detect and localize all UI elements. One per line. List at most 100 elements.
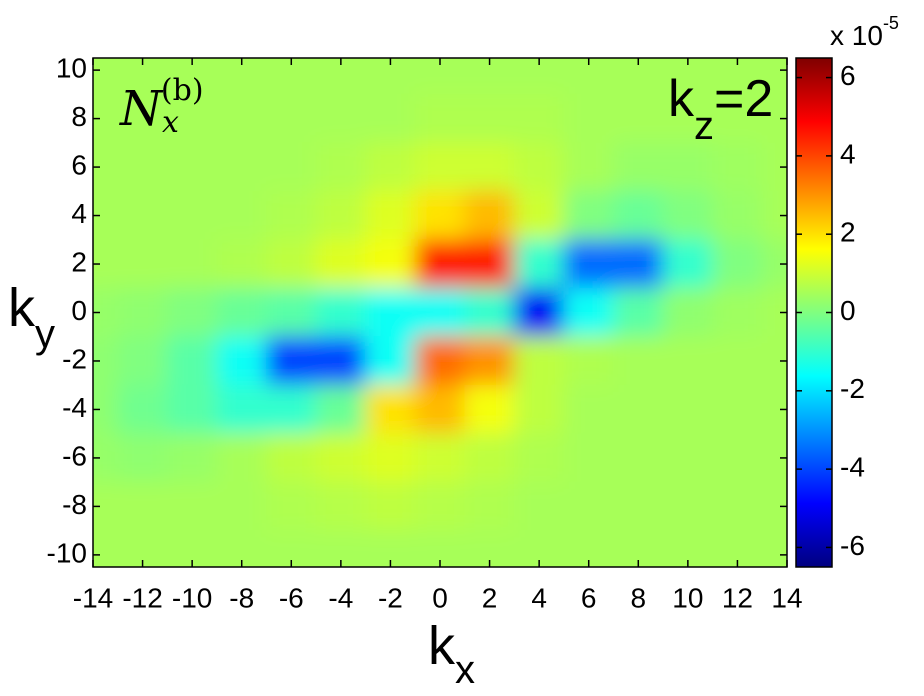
heatmap-cell — [662, 336, 714, 386]
heatmap-cell — [464, 384, 515, 435]
heatmap-cell — [365, 93, 416, 144]
heatmap-cell — [414, 433, 466, 483]
y-label-base: k — [8, 278, 36, 338]
heatmap-cell — [414, 287, 466, 338]
heatmap-cell — [216, 384, 267, 435]
heatmap-cell — [266, 481, 317, 532]
colorbar-tick-label: -6 — [840, 530, 865, 561]
heatmap-cell — [761, 530, 787, 567]
heatmap-cell — [93, 58, 119, 95]
heatmap-cell — [613, 190, 664, 241]
heatmap-cell — [117, 93, 168, 144]
heatmap-cell — [712, 384, 763, 435]
x-tick-label: 10 — [672, 582, 703, 613]
x-tick-label: -6 — [279, 582, 304, 613]
heatmap-cell — [613, 239, 664, 289]
heatmap-cell — [414, 142, 466, 192]
heatmap-cell — [513, 433, 565, 483]
heatmap-cell — [662, 93, 714, 144]
axes: -14 -12 -10 -8 -6 -4 -2 0 2 4 6 8 10 12 14 -10 -8 -6 -4 -2 0… — [47, 53, 865, 614]
heatmap-cell — [365, 58, 416, 95]
heatmap-cell — [216, 190, 267, 241]
heatmap-cell — [464, 336, 515, 386]
y-tick-label: -8 — [62, 489, 87, 520]
y-axis-label: ky — [8, 278, 55, 355]
heatmap-cell — [117, 142, 168, 192]
heatmap — [93, 58, 787, 567]
x-tick-label: -8 — [229, 582, 254, 613]
colorbar-tick-label: -4 — [840, 452, 865, 483]
heatmap-cell — [662, 239, 714, 289]
colorbar-tick-label: 0 — [840, 295, 856, 326]
heatmap-cell — [662, 433, 714, 483]
heatmap-cell — [513, 142, 565, 192]
heatmap-cell — [315, 481, 367, 532]
y-label-sub: y — [35, 312, 55, 356]
kz-annotation: kz=2 — [668, 70, 773, 148]
x-tick-label: 8 — [630, 582, 646, 613]
kz-sub: z — [694, 104, 714, 148]
heatmap-cell — [117, 433, 168, 483]
heatmap-cell — [117, 239, 168, 289]
heatmap-cell — [613, 93, 664, 144]
heatmap-cell — [315, 190, 367, 241]
heatmap-cell — [414, 190, 466, 241]
heatmap-cell — [563, 58, 614, 95]
heatmap-cell — [365, 384, 416, 435]
x-axis-label: kx — [428, 616, 475, 691]
y-tick-label: 2 — [71, 246, 87, 277]
heatmap-cell — [315, 142, 367, 192]
heatmap-cell — [365, 336, 416, 386]
heatmap-cell — [613, 142, 664, 192]
heatmap-cell — [464, 142, 515, 192]
heatmap-cell — [613, 433, 664, 483]
heatmap-cell — [93, 530, 119, 567]
heatmap-cell — [712, 336, 763, 386]
heatmap-cell — [414, 384, 466, 435]
heatmap-cell — [414, 481, 466, 532]
y-tick-label: -6 — [62, 440, 87, 471]
heatmap-cell — [513, 93, 565, 144]
heatmap-cell — [166, 93, 218, 144]
heatmap-cell — [662, 384, 714, 435]
y-tick-label: 4 — [71, 198, 87, 229]
heatmap-cell — [315, 384, 367, 435]
heatmap-cell — [216, 336, 267, 386]
heatmap-cell — [563, 433, 614, 483]
heatmap-cell — [315, 93, 367, 144]
y-tick-label: -2 — [62, 343, 87, 374]
y-tick-label: 6 — [71, 149, 87, 180]
heatmap-cell — [563, 239, 614, 289]
heatmap-cell — [166, 142, 218, 192]
heatmap-cell — [365, 433, 416, 483]
heatmap-cell — [563, 384, 614, 435]
heatmap-cell — [563, 190, 614, 241]
heatmap-cell — [315, 287, 367, 338]
x-label-sub: x — [455, 648, 475, 692]
heatmap-cell — [315, 58, 367, 95]
heatmap-cell — [365, 142, 416, 192]
heatmap-cell — [117, 287, 168, 338]
heatmap-cell — [563, 142, 614, 192]
x-tick-label: -14 — [73, 582, 113, 613]
kz-base: k — [668, 70, 695, 128]
y-tick-label: 8 — [71, 101, 87, 132]
x-tick-label: 12 — [722, 582, 753, 613]
quantity-sup: (b) — [161, 73, 204, 108]
x-tick-label: 6 — [581, 582, 597, 613]
colorbar-tick-label: -2 — [840, 373, 865, 404]
heatmap-cell — [712, 142, 763, 192]
heatmap-cell — [464, 239, 515, 289]
heatmap-cell — [117, 336, 168, 386]
heatmap-cell — [464, 190, 515, 241]
heatmap-cell — [117, 190, 168, 241]
heatmap-cell — [712, 93, 763, 144]
heatmap-cell — [365, 481, 416, 532]
heatmap-cell — [365, 287, 416, 338]
heatmap-cell — [414, 58, 466, 95]
heatmap-cell — [513, 384, 565, 435]
heatmap-cell — [513, 481, 565, 532]
heatmap-cell — [464, 481, 515, 532]
heatmap-cell — [464, 433, 515, 483]
